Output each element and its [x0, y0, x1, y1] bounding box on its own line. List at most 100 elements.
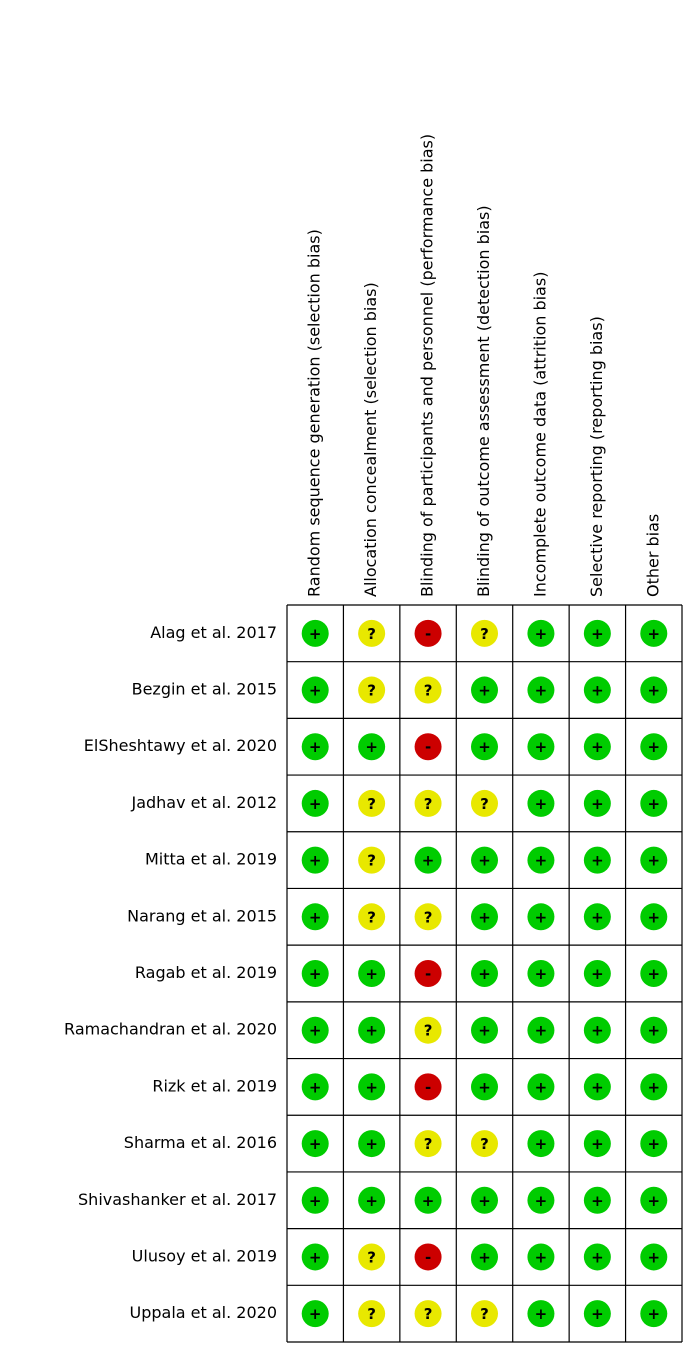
judgment-dot — [358, 1186, 386, 1214]
study-label: Narang et al. 2015 — [127, 906, 277, 925]
judgment-symbol: ? — [367, 625, 376, 643]
judgment-dot — [358, 733, 386, 761]
judgment-dot — [358, 789, 386, 817]
study-label: Sharma et al. 2016 — [124, 1133, 277, 1152]
judgment-symbol: - — [425, 625, 431, 643]
judgment-symbol: + — [365, 1078, 378, 1096]
judgment-dot — [358, 1130, 386, 1158]
judgment-dot — [527, 903, 555, 931]
judgment-symbol: + — [535, 625, 548, 643]
judgment-symbol: + — [647, 965, 660, 983]
judgment-dot — [527, 1186, 555, 1214]
judgment-dot — [640, 846, 668, 874]
judgment-symbol: + — [535, 682, 548, 700]
judgment-dot — [414, 619, 442, 647]
judgment-dot — [301, 846, 329, 874]
judgment-dot — [527, 1300, 555, 1328]
judgment-dot — [640, 1300, 668, 1328]
judgment-symbol: + — [591, 852, 604, 870]
judgment-dot — [583, 619, 611, 647]
judgment-dot — [471, 619, 498, 647]
judgment-symbol: - — [425, 738, 431, 756]
judgment-dot — [471, 846, 498, 874]
judgment-symbol: + — [309, 738, 322, 756]
judgment-symbol: + — [478, 1192, 491, 1210]
judgment-dot — [301, 1186, 329, 1214]
judgment-dot — [358, 960, 386, 987]
judgment-symbol: + — [478, 1078, 491, 1096]
judgment-symbol: ? — [424, 908, 433, 926]
judgment-symbol: + — [591, 1078, 604, 1096]
judgment-dot — [640, 903, 668, 931]
judgment-dot — [358, 1300, 386, 1328]
judgment-symbol: + — [309, 1248, 322, 1266]
judgment-dot — [301, 619, 329, 647]
judgment-dot — [583, 1300, 611, 1328]
judgment-symbol: + — [647, 625, 660, 643]
judgment-dot — [640, 1016, 668, 1044]
judgment-dot — [301, 676, 329, 704]
judgment-symbol: + — [535, 1078, 548, 1096]
judgment-symbol: - — [425, 1248, 431, 1266]
judgment-dot — [358, 1243, 386, 1271]
judgment-symbol: + — [535, 908, 548, 926]
judgment-dot — [414, 676, 442, 704]
judgment-symbol: + — [647, 1135, 660, 1153]
judgment-symbol: + — [647, 908, 660, 926]
judgment-dot — [583, 1130, 611, 1158]
judgment-dot — [414, 1243, 442, 1271]
judgment-symbol: + — [647, 1022, 660, 1040]
judgment-symbol: + — [647, 1078, 660, 1096]
judgment-dot — [471, 733, 498, 761]
judgment-symbol: + — [535, 1135, 548, 1153]
judgment-dot — [414, 1186, 442, 1214]
column-header: Blinding of participants and personnel (… — [418, 134, 437, 597]
judgment-dot — [640, 1130, 668, 1158]
judgment-symbol: - — [425, 1078, 431, 1096]
judgment-dot — [471, 676, 498, 704]
judgment-dot — [527, 619, 555, 647]
judgment-symbol: + — [309, 795, 322, 813]
judgment-dot — [414, 1073, 442, 1101]
judgment-symbol: + — [478, 908, 491, 926]
judgment-symbol: + — [365, 965, 378, 983]
judgment-dot — [471, 1243, 498, 1271]
judgment-symbol: + — [591, 625, 604, 643]
study-label: Alag et al. 2017 — [150, 623, 277, 642]
judgment-symbol: + — [647, 1248, 660, 1266]
judgment-dot — [640, 676, 668, 704]
judgment-dot — [527, 676, 555, 704]
judgment-dot — [301, 960, 329, 987]
judgment-dot — [414, 733, 442, 761]
judgment-dot — [583, 846, 611, 874]
judgment-symbol: + — [535, 1022, 548, 1040]
judgment-symbol: + — [591, 738, 604, 756]
judgment-symbol: ? — [367, 1248, 376, 1266]
judgment-symbol: + — [647, 682, 660, 700]
judgment-dot — [358, 1016, 386, 1044]
column-header: Incomplete outcome data (attrition bias) — [530, 272, 549, 597]
judgment-symbol: ? — [480, 1135, 489, 1153]
column-header: Blinding of outcome assessment (detectio… — [474, 205, 493, 597]
judgment-dot — [527, 1243, 555, 1271]
judgment-dot — [471, 1016, 498, 1044]
judgment-dot — [640, 1243, 668, 1271]
study-label: Ramachandran et al. 2020 — [64, 1020, 277, 1039]
judgment-dot — [414, 789, 442, 817]
judgment-dot — [527, 1016, 555, 1044]
judgment-symbol: ? — [367, 852, 376, 870]
judgment-symbol: + — [309, 1305, 322, 1323]
judgment-symbol: + — [647, 738, 660, 756]
judgment-symbol: + — [478, 1022, 491, 1040]
judgment-dot — [583, 1243, 611, 1271]
column-header: Allocation concealment (selection bias) — [361, 282, 380, 597]
judgment-symbol: + — [535, 1192, 548, 1210]
judgment-symbol: ? — [367, 908, 376, 926]
judgment-symbol: + — [591, 1248, 604, 1266]
judgment-symbol: + — [535, 795, 548, 813]
judgment-dot — [471, 1300, 498, 1328]
judgment-symbol: + — [647, 1305, 660, 1323]
judgment-symbol: + — [535, 852, 548, 870]
judgment-symbol: + — [422, 1192, 435, 1210]
judgment-symbol: + — [535, 1248, 548, 1266]
